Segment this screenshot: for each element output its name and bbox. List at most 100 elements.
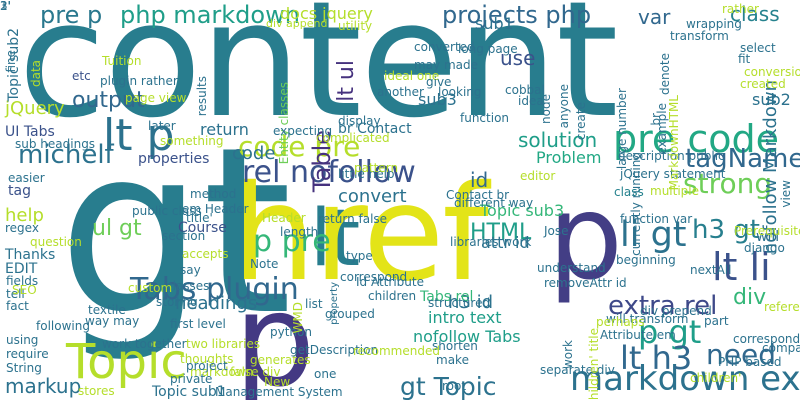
word-cloud-word: may made xyxy=(414,58,479,72)
word-cloud-word: length xyxy=(280,225,319,239)
word-cloud-word: children xyxy=(368,289,417,303)
word-cloud-word: beginning xyxy=(616,253,676,267)
word-cloud-word: converted xyxy=(414,40,475,54)
word-cloud-word: fields xyxy=(6,274,39,288)
word-cloud-word: New xyxy=(264,375,291,389)
word-cloud-word: href xyxy=(232,157,489,311)
word-cloud-word: jQuery statement xyxy=(620,167,726,181)
word-cloud-word: idea xyxy=(518,94,544,108)
word-cloud-word: var xyxy=(638,5,671,29)
word-cloud-word: part xyxy=(704,314,729,328)
word-cloud-word: convert xyxy=(338,186,407,207)
word-cloud-word: function xyxy=(460,111,510,125)
word-cloud-word: br Contact xyxy=(338,121,412,137)
word-cloud-word: work together xyxy=(102,337,187,351)
word-cloud-word: ul gt xyxy=(92,216,142,241)
word-cloud-word: create xyxy=(574,102,588,141)
word-cloud-word: created xyxy=(740,77,786,91)
word-cloud-word: code xyxy=(232,143,276,164)
word-cloud-word: Topic xyxy=(66,334,187,390)
word-cloud-word: node xyxy=(539,94,553,124)
word-cloud-word: rel nofollow xyxy=(242,155,416,190)
word-cloud-word: complicated xyxy=(316,131,390,145)
word-cloud-word: project xyxy=(186,359,228,373)
word-cloud-word: perhaps xyxy=(596,315,645,329)
word-cloud-word: tell xyxy=(6,287,25,301)
word-cloud-word: Id Attribute xyxy=(356,275,424,289)
word-cloud-word: will transform xyxy=(606,312,689,326)
word-cloud-word: question xyxy=(30,235,82,249)
word-cloud-word: php markdown xyxy=(120,1,300,29)
word-cloud-word: conversion xyxy=(744,65,800,79)
word-cloud-word: Tabs rel xyxy=(420,289,474,305)
word-cloud-word: page view xyxy=(125,91,187,105)
word-cloud-word: easier xyxy=(8,171,45,185)
word-cloud-word: return false xyxy=(318,212,388,226)
word-cloud-word: cobbal xyxy=(505,83,545,97)
word-cloud-word: django xyxy=(744,241,785,255)
word-cloud-word: Jose xyxy=(544,224,569,238)
word-cloud-word: markdown xyxy=(190,365,254,379)
word-cloud-word: way may xyxy=(85,314,140,328)
word-cloud-word: markdown extra xyxy=(570,359,800,399)
word-cloud-word: children' xyxy=(690,371,742,385)
word-cloud-word: attr id xyxy=(481,233,530,252)
word-cloud-word: little help xyxy=(338,167,395,181)
word-cloud-word: accepts xyxy=(182,247,229,261)
word-cloud-word: need xyxy=(706,338,776,371)
word-cloud-word: private xyxy=(170,372,213,386)
word-cloud-word: fine xyxy=(4,50,18,73)
word-cloud-word: Thanks xyxy=(5,247,56,263)
word-cloud-word: extra rel xyxy=(608,291,718,321)
word-cloud-word: br xyxy=(649,113,663,126)
word-cloud-word: p xyxy=(548,168,623,306)
word-cloud-word: public class xyxy=(132,204,202,218)
word-cloud-word: textile xyxy=(88,303,126,317)
word-cloud-word: Prerequisites xyxy=(734,224,800,238)
word-cloud-word: sub headings xyxy=(15,137,96,151)
word-cloud-word: headings xyxy=(175,293,258,314)
word-cloud-word: separate div xyxy=(540,363,615,377)
word-cloud-word: different way xyxy=(454,196,534,210)
word-cloud-word: root xyxy=(442,379,467,393)
word-cloud-word: PHP based xyxy=(718,355,782,369)
word-cloud-word: Management System xyxy=(215,385,343,399)
word-cloud-word: return xyxy=(200,120,249,139)
word-cloud-word: div append xyxy=(266,17,328,30)
word-cloud-word: EDIT xyxy=(5,261,38,277)
word-cloud-word: Note xyxy=(250,257,279,271)
word-cloud-word: projects php xyxy=(442,1,592,29)
word-cloud-word: regex xyxy=(5,221,39,235)
word-cloud-word: shorten xyxy=(432,339,478,353)
word-cloud-word: first level xyxy=(170,317,226,331)
word-cloud-word: utility xyxy=(338,19,373,33)
word-cloud-word: false div xyxy=(230,365,281,379)
word-cloud-word: require xyxy=(6,347,49,361)
word-cloud-word: denote xyxy=(658,53,672,96)
word-cloud-word: sub2 xyxy=(752,90,791,109)
word-cloud-word: MarkdownHTML xyxy=(667,95,681,191)
word-cloud-word: title' xyxy=(186,211,213,225)
word-cloud-word: looking xyxy=(438,85,482,99)
word-cloud-word: editor xyxy=(520,169,556,183)
word-cloud-word: class xyxy=(730,2,780,26)
word-cloud-word: fit xyxy=(738,52,751,66)
word-cloud-word: michelf xyxy=(18,140,114,170)
word-cloud-word: select xyxy=(740,41,776,55)
word-cloud-word: div xyxy=(733,285,767,310)
word-cloud-word: Attribute em xyxy=(600,328,676,342)
word-cloud-word: UI Tabs xyxy=(5,124,55,140)
word-cloud-word: function var xyxy=(620,212,693,226)
word-cloud-word: references xyxy=(764,300,800,314)
word-cloud-word: removeAttr id xyxy=(544,276,627,290)
word-cloud-word: em Header xyxy=(182,202,249,216)
word-cloud-word: rather xyxy=(722,2,759,16)
word-cloud-word: sub3 xyxy=(418,90,457,109)
word-cloud-word: Tuition xyxy=(102,54,142,68)
word-cloud-word: wrapping xyxy=(686,17,742,31)
word-cloud-word: gt xyxy=(58,99,292,366)
word-cloud-word: lt xyxy=(310,194,360,284)
word-cloud-word: pre p xyxy=(40,1,103,29)
word-cloud-word: list xyxy=(305,297,323,311)
